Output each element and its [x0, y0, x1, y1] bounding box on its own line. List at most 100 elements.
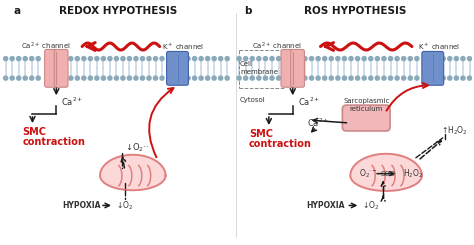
Text: contraction: contraction	[23, 137, 85, 147]
Circle shape	[414, 56, 419, 61]
Circle shape	[133, 56, 139, 61]
Circle shape	[447, 56, 453, 61]
Circle shape	[140, 56, 145, 61]
Circle shape	[74, 75, 80, 81]
Circle shape	[408, 56, 413, 61]
Circle shape	[107, 56, 113, 61]
Circle shape	[198, 56, 204, 61]
Circle shape	[68, 56, 73, 61]
Circle shape	[211, 75, 217, 81]
Circle shape	[29, 75, 35, 81]
Circle shape	[355, 75, 360, 81]
Circle shape	[322, 56, 328, 61]
Circle shape	[74, 56, 80, 61]
Circle shape	[460, 56, 466, 61]
Circle shape	[342, 56, 347, 61]
Text: ↓O$_2$··: ↓O$_2$··	[125, 142, 149, 154]
Circle shape	[237, 56, 242, 61]
Circle shape	[81, 75, 87, 81]
Circle shape	[146, 75, 152, 81]
Text: O$_2$$^{·-}$: O$_2$$^{·-}$	[359, 167, 377, 180]
Circle shape	[211, 56, 217, 61]
Circle shape	[401, 75, 407, 81]
Circle shape	[100, 56, 106, 61]
Text: ↓O$_2$: ↓O$_2$	[116, 199, 133, 212]
Circle shape	[88, 56, 93, 61]
Circle shape	[315, 75, 321, 81]
Circle shape	[302, 56, 308, 61]
Circle shape	[361, 56, 367, 61]
Text: SMC: SMC	[23, 127, 46, 137]
Circle shape	[335, 75, 341, 81]
Circle shape	[388, 56, 393, 61]
Circle shape	[192, 56, 197, 61]
Text: HYPOXIA: HYPOXIA	[307, 201, 345, 210]
Circle shape	[381, 56, 387, 61]
Circle shape	[394, 75, 400, 81]
Circle shape	[348, 75, 354, 81]
Text: ↓O$_2$: ↓O$_2$	[362, 199, 380, 212]
Circle shape	[159, 56, 165, 61]
Circle shape	[467, 75, 472, 81]
Circle shape	[355, 56, 360, 61]
Text: SOD: SOD	[381, 171, 396, 177]
Circle shape	[16, 56, 21, 61]
Text: Cytosol: Cytosol	[240, 97, 266, 103]
Circle shape	[348, 56, 354, 61]
Text: K$^+$ channel: K$^+$ channel	[418, 41, 460, 52]
Circle shape	[185, 56, 191, 61]
Circle shape	[302, 75, 308, 81]
Polygon shape	[350, 154, 422, 191]
Circle shape	[328, 75, 334, 81]
Polygon shape	[100, 155, 165, 190]
Circle shape	[205, 75, 210, 81]
Text: Ca$^{2+}$: Ca$^{2+}$	[61, 96, 83, 108]
Text: REDOX HYPOTHESIS: REDOX HYPOTHESIS	[59, 6, 177, 16]
FancyBboxPatch shape	[291, 49, 304, 87]
Circle shape	[192, 75, 197, 81]
FancyBboxPatch shape	[166, 51, 189, 85]
Circle shape	[447, 75, 453, 81]
Circle shape	[454, 56, 459, 61]
Circle shape	[276, 56, 282, 61]
Circle shape	[224, 56, 230, 61]
Circle shape	[335, 56, 341, 61]
Circle shape	[276, 75, 282, 81]
Circle shape	[100, 75, 106, 81]
Circle shape	[249, 75, 255, 81]
Circle shape	[388, 75, 393, 81]
Text: SMC: SMC	[249, 129, 273, 139]
Text: Ca$^{2+}$ channel: Ca$^{2+}$ channel	[20, 41, 71, 52]
Circle shape	[107, 75, 113, 81]
FancyBboxPatch shape	[45, 49, 58, 87]
Circle shape	[368, 56, 374, 61]
Circle shape	[3, 56, 9, 61]
Circle shape	[309, 75, 314, 81]
Text: Ca$^{2+}$ channel: Ca$^{2+}$ channel	[252, 41, 302, 52]
Circle shape	[29, 56, 35, 61]
Circle shape	[401, 56, 407, 61]
Circle shape	[146, 56, 152, 61]
Circle shape	[322, 75, 328, 81]
Circle shape	[22, 75, 28, 81]
Text: b: b	[244, 6, 252, 16]
Circle shape	[16, 75, 21, 81]
Text: Sarcoplasmic: Sarcoplasmic	[343, 98, 390, 104]
FancyBboxPatch shape	[422, 51, 444, 85]
Circle shape	[159, 75, 165, 81]
Circle shape	[120, 75, 126, 81]
Circle shape	[328, 56, 334, 61]
Circle shape	[88, 75, 93, 81]
Circle shape	[68, 75, 73, 81]
Circle shape	[133, 75, 139, 81]
Text: HYPOXIA: HYPOXIA	[62, 201, 101, 210]
Circle shape	[467, 56, 472, 61]
Circle shape	[218, 75, 223, 81]
Text: a: a	[14, 6, 21, 16]
Circle shape	[460, 75, 466, 81]
Circle shape	[237, 75, 242, 81]
Circle shape	[153, 75, 158, 81]
Text: contraction: contraction	[249, 139, 312, 149]
Text: reticulum: reticulum	[349, 106, 383, 112]
Circle shape	[394, 56, 400, 61]
